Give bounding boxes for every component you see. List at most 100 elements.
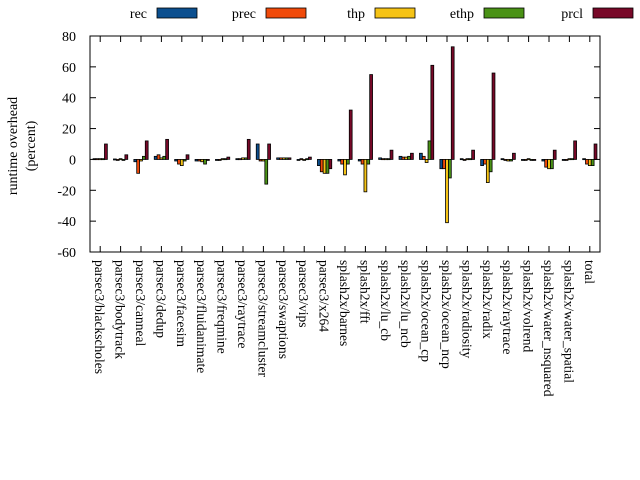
bar-ethp: [407, 155, 411, 160]
bar-thp: [363, 159, 368, 193]
legend-swatch-ethp: [483, 7, 525, 19]
bar-thp: [302, 159, 307, 161]
y-tick-label: -40: [57, 215, 76, 230]
y-tick-label: 20: [62, 123, 76, 138]
legend-swatch-prec: [265, 7, 307, 19]
x-tick-label: parsec3/freqmine: [215, 260, 230, 354]
bar-ethp: [223, 158, 228, 161]
bar-thp: [200, 159, 205, 163]
bar-ethp: [203, 159, 207, 165]
bar-rec: [215, 159, 219, 161]
bar-thp: [465, 158, 470, 161]
x-tick-label: splash2x/barnes: [337, 260, 352, 346]
bar-prcl: [532, 159, 537, 161]
bar-prec: [156, 154, 161, 160]
y-tick-label: -60: [57, 246, 76, 261]
x-tick-label: splash2x/raytrace: [500, 260, 515, 354]
bar-prec: [197, 159, 202, 162]
bar-prec: [360, 159, 365, 165]
x-tick-label: splash2x/ocean_cp: [419, 260, 434, 362]
bar-prec: [217, 159, 222, 161]
x-tick-label: parsec3/bodytrack: [113, 260, 128, 359]
x-tick-label: parsec3/x264: [317, 260, 332, 332]
bar-rec: [133, 159, 138, 163]
bar-rec: [296, 159, 301, 161]
bar-ethp: [509, 159, 513, 162]
x-tick-label: splash2x/ocean_ncp: [439, 260, 454, 369]
plot-frame: [89, 35, 601, 253]
bar-rec: [500, 158, 505, 161]
x-tick-label: splash2x/radix: [480, 260, 495, 339]
bar-thp: [241, 157, 245, 160]
bar-prcl: [104, 143, 108, 160]
bar-prec: [544, 159, 548, 168]
bar-prec: [442, 159, 446, 170]
bar-prcl: [124, 154, 129, 160]
legend-label-prec: prec: [232, 7, 256, 22]
bar-thp: [547, 159, 551, 170]
bar-thp: [383, 158, 388, 161]
bar-thp: [567, 158, 572, 161]
bar-rec: [378, 157, 382, 160]
bar-ethp: [325, 159, 330, 174]
bar-rec: [582, 158, 586, 161]
bar-prcl: [552, 149, 557, 160]
bar-rec: [459, 158, 464, 161]
bar-rec: [398, 155, 403, 160]
bar-ethp: [162, 155, 167, 160]
bar-rec: [153, 155, 158, 160]
bar-rec: [276, 157, 280, 160]
bar-thp: [587, 159, 592, 166]
bar-thp: [98, 158, 103, 161]
y-axis-title: runtime overhead (percent): [6, 97, 39, 195]
bar-prcl: [185, 154, 190, 160]
bar-ethp: [284, 157, 289, 160]
y-tick-label: 40: [62, 92, 76, 107]
bar-thp: [526, 158, 531, 161]
bar-ethp: [305, 158, 309, 161]
legend-label-prcl: prcl: [561, 7, 583, 22]
bar-prec: [279, 157, 283, 160]
bar-prec: [319, 159, 324, 173]
bar-prcl: [369, 74, 373, 160]
x-tick-label: splash2x/water_spatial: [561, 260, 576, 383]
x-tick-label: splash2x/volrend: [521, 260, 536, 352]
bar-prec: [340, 159, 344, 165]
y-axis: -60 -40 -20 0 20 40 60 80: [57, 30, 600, 261]
bar-prcl: [308, 156, 312, 160]
bar-rec: [419, 152, 423, 160]
bar-thp: [281, 157, 286, 160]
bar-ethp: [182, 159, 187, 162]
bar-prec: [136, 159, 140, 174]
bar-ethp: [366, 159, 371, 165]
bar-ethp: [529, 159, 534, 161]
bar-prcl: [267, 143, 271, 160]
bar-prcl: [246, 138, 251, 160]
legend-swatch-thp: [374, 7, 416, 19]
bar-ethp: [121, 159, 126, 161]
bar-rec: [561, 159, 566, 161]
bar-rec: [521, 159, 525, 161]
bar-prcl: [450, 46, 455, 160]
bar-thp: [506, 159, 511, 162]
x-tick-label: parsec3/vips: [296, 260, 311, 327]
bar-thp: [159, 157, 164, 160]
bar-ethp: [346, 159, 350, 165]
bar-prec: [177, 159, 181, 165]
bar-rec: [357, 159, 362, 162]
bar-prec: [523, 159, 528, 161]
bar-rec: [174, 159, 178, 162]
x-tick-label: total: [582, 260, 597, 284]
legend: rec prec thp ethp prcl: [130, 7, 634, 22]
bar-prec: [585, 159, 589, 165]
bar-prcl: [491, 72, 496, 160]
y-axis-title-line2: (percent): [24, 120, 39, 171]
bar-rec: [317, 159, 321, 166]
x-tick-label: parsec3/canneal: [133, 260, 148, 346]
bar-ethp: [386, 158, 391, 161]
x-tick-label: splash2x/fft: [357, 260, 372, 324]
legend-swatch-rec: [156, 7, 198, 19]
x-tick-label: parsec3/fluidanimate: [194, 260, 209, 373]
legend-label-ethp: ethp: [450, 7, 474, 22]
bar-ethp: [101, 158, 105, 161]
